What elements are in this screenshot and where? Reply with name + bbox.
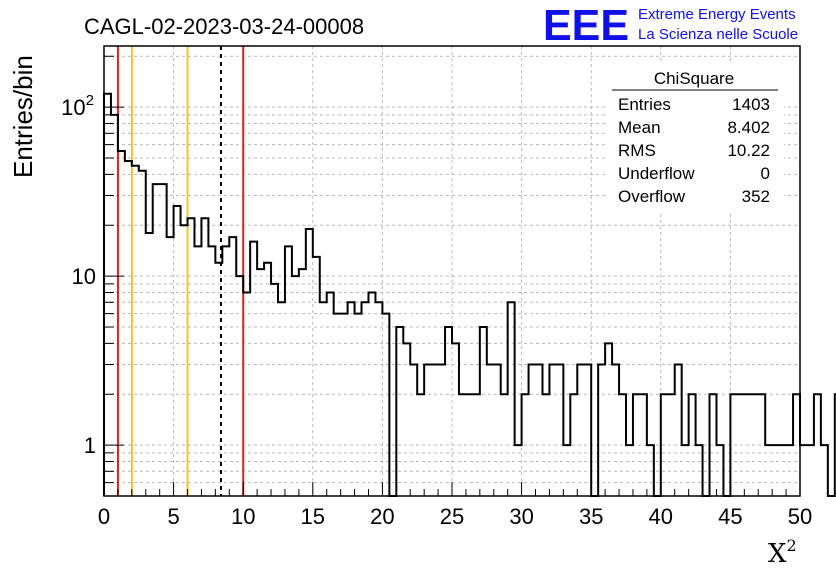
x-axis-label: X2 <box>768 536 797 569</box>
stats-row-label: Overflow <box>618 187 686 206</box>
y-tick-label-exponent: 2 <box>86 92 94 109</box>
eee-logo: EEE Extreme Energy Events La Scienza nel… <box>543 1 798 50</box>
x-tick-label: 40 <box>649 504 673 529</box>
x-tick-label: 45 <box>718 504 742 529</box>
logo-line-1: Extreme Energy Events <box>638 6 796 23</box>
stats-row-label: Entries <box>618 95 671 114</box>
histogram-outline <box>103 92 836 497</box>
stats-row-label: Mean <box>618 118 661 137</box>
stats-row-value: 0 <box>761 164 770 183</box>
x-tick-label: 15 <box>301 504 325 529</box>
x-tick-label: 35 <box>579 504 603 529</box>
eee-logo-mark: EEE <box>543 1 629 50</box>
x-tick-label: 10 <box>231 504 255 529</box>
axis-ticks <box>103 55 801 497</box>
reference-lines <box>116 46 245 496</box>
y-tick-label: 1 <box>84 433 96 458</box>
x-axis-label-exponent: 2 <box>787 536 797 555</box>
chart-title: CAGL-02-2023-03-24-00008 <box>84 14 364 39</box>
stats-row-value: 1403 <box>732 95 770 114</box>
stats-box-background <box>606 64 784 214</box>
x-tick-label: 0 <box>98 504 110 529</box>
x-tick-label: 20 <box>370 504 394 529</box>
y-tick-label: 102 <box>61 92 94 120</box>
y-tick-label-base: 10 <box>61 95 85 120</box>
stats-row-value: 8.402 <box>727 118 770 137</box>
y-tick-label: 10 <box>72 264 96 289</box>
histogram-bars <box>103 92 836 497</box>
x-tick-label: 5 <box>167 504 179 529</box>
stats-row-label: Underflow <box>618 164 695 183</box>
y-axis-label: Entries/bin <box>8 55 38 178</box>
x-tick-label: 30 <box>509 504 533 529</box>
stats-row-value: 10.22 <box>727 141 770 160</box>
stats-box-rows: Entries 1403 Mean 8.402 RMS 10.22 Underflow 0 Ov… <box>618 95 770 206</box>
x-axis-label-symbol: X <box>768 539 787 569</box>
stats-row-value: 352 <box>742 187 770 206</box>
logo-line-2: La Scienza nelle Scuole <box>638 26 798 43</box>
x-tick-label: 50 <box>788 504 812 529</box>
stats-box-title: ChiSquare <box>654 69 734 88</box>
x-tick-label: 25 <box>440 504 464 529</box>
stats-row-label: RMS <box>618 141 656 160</box>
stats-box: ChiSquare Entries 1403 Mean 8.402 RMS 10.22 Un… <box>606 64 784 214</box>
